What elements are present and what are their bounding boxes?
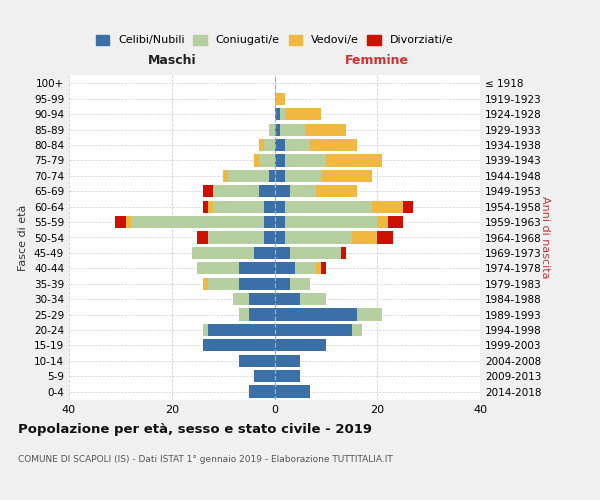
Bar xyxy=(208,278,239,290)
Bar xyxy=(264,139,275,151)
Bar xyxy=(275,154,285,166)
Bar xyxy=(269,124,275,136)
Bar xyxy=(259,185,275,198)
Bar xyxy=(249,386,275,398)
Bar xyxy=(259,154,275,166)
Bar xyxy=(239,308,249,320)
Bar xyxy=(197,262,239,274)
Bar xyxy=(275,124,280,136)
Bar xyxy=(228,170,269,182)
Bar xyxy=(285,108,321,120)
Bar xyxy=(275,278,290,290)
Bar xyxy=(203,185,213,198)
Bar xyxy=(223,170,228,182)
Bar xyxy=(264,232,275,243)
Bar xyxy=(249,308,275,320)
Bar xyxy=(275,386,310,398)
Bar xyxy=(249,293,275,306)
Bar xyxy=(275,185,290,198)
Bar xyxy=(208,232,264,243)
Bar xyxy=(269,170,275,182)
Bar xyxy=(316,262,321,274)
Bar xyxy=(310,139,356,151)
Bar xyxy=(326,154,382,166)
Text: Maschi: Maschi xyxy=(148,54,196,66)
Bar xyxy=(290,246,341,259)
Bar xyxy=(300,293,326,306)
Bar xyxy=(254,246,275,259)
Bar xyxy=(316,185,357,198)
Text: Popolazione per età, sesso e stato civile - 2019: Popolazione per età, sesso e stato civil… xyxy=(18,422,372,436)
Bar xyxy=(280,124,305,136)
Bar xyxy=(341,246,346,259)
Bar xyxy=(275,246,290,259)
Bar xyxy=(275,139,285,151)
Bar xyxy=(285,200,372,213)
Bar xyxy=(377,232,392,243)
Legend: Celibi/Nubili, Coniugati/e, Vedovi/e, Divorziati/e: Celibi/Nubili, Coniugati/e, Vedovi/e, Di… xyxy=(91,30,458,50)
Bar xyxy=(264,200,275,213)
Bar xyxy=(259,139,264,151)
Bar xyxy=(285,232,352,243)
Bar xyxy=(285,170,321,182)
Bar xyxy=(280,108,285,120)
Bar xyxy=(208,324,275,336)
Bar xyxy=(285,216,377,228)
Bar xyxy=(254,370,275,382)
Bar xyxy=(388,216,403,228)
Bar xyxy=(321,262,326,274)
Bar xyxy=(275,324,352,336)
Bar xyxy=(275,308,356,320)
Bar xyxy=(285,154,326,166)
Bar xyxy=(275,339,326,351)
Bar xyxy=(131,216,264,228)
Bar xyxy=(233,293,249,306)
Bar xyxy=(203,200,208,213)
Text: Femmine: Femmine xyxy=(345,54,409,66)
Bar xyxy=(264,216,275,228)
Bar xyxy=(275,262,295,274)
Bar xyxy=(321,170,372,182)
Bar xyxy=(275,170,285,182)
Bar xyxy=(203,324,208,336)
Bar xyxy=(285,139,310,151)
Bar xyxy=(372,200,403,213)
Bar xyxy=(377,216,388,228)
Bar xyxy=(275,200,285,213)
Bar xyxy=(295,262,316,274)
Bar xyxy=(305,124,346,136)
Bar xyxy=(352,232,377,243)
Bar xyxy=(197,232,208,243)
Bar xyxy=(213,200,264,213)
Bar xyxy=(125,216,131,228)
Bar xyxy=(275,108,280,120)
Bar xyxy=(115,216,125,228)
Bar xyxy=(275,92,285,105)
Bar xyxy=(290,278,310,290)
Y-axis label: Fasce di età: Fasce di età xyxy=(19,204,28,270)
Bar xyxy=(275,216,285,228)
Bar xyxy=(403,200,413,213)
Bar xyxy=(192,246,254,259)
Bar xyxy=(275,354,300,367)
Bar xyxy=(356,308,382,320)
Bar xyxy=(203,339,275,351)
Text: COMUNE DI SCAPOLI (IS) - Dati ISTAT 1° gennaio 2019 - Elaborazione TUTTITALIA.IT: COMUNE DI SCAPOLI (IS) - Dati ISTAT 1° g… xyxy=(18,455,393,464)
Bar xyxy=(290,185,316,198)
Y-axis label: Anni di nascita: Anni di nascita xyxy=(540,196,550,279)
Bar xyxy=(275,370,300,382)
Bar xyxy=(213,185,259,198)
Bar xyxy=(239,262,275,274)
Bar xyxy=(239,354,275,367)
Bar xyxy=(275,293,300,306)
Bar xyxy=(254,154,259,166)
Bar xyxy=(203,278,208,290)
Bar xyxy=(275,232,285,243)
Bar xyxy=(239,278,275,290)
Bar xyxy=(352,324,362,336)
Bar xyxy=(208,200,213,213)
